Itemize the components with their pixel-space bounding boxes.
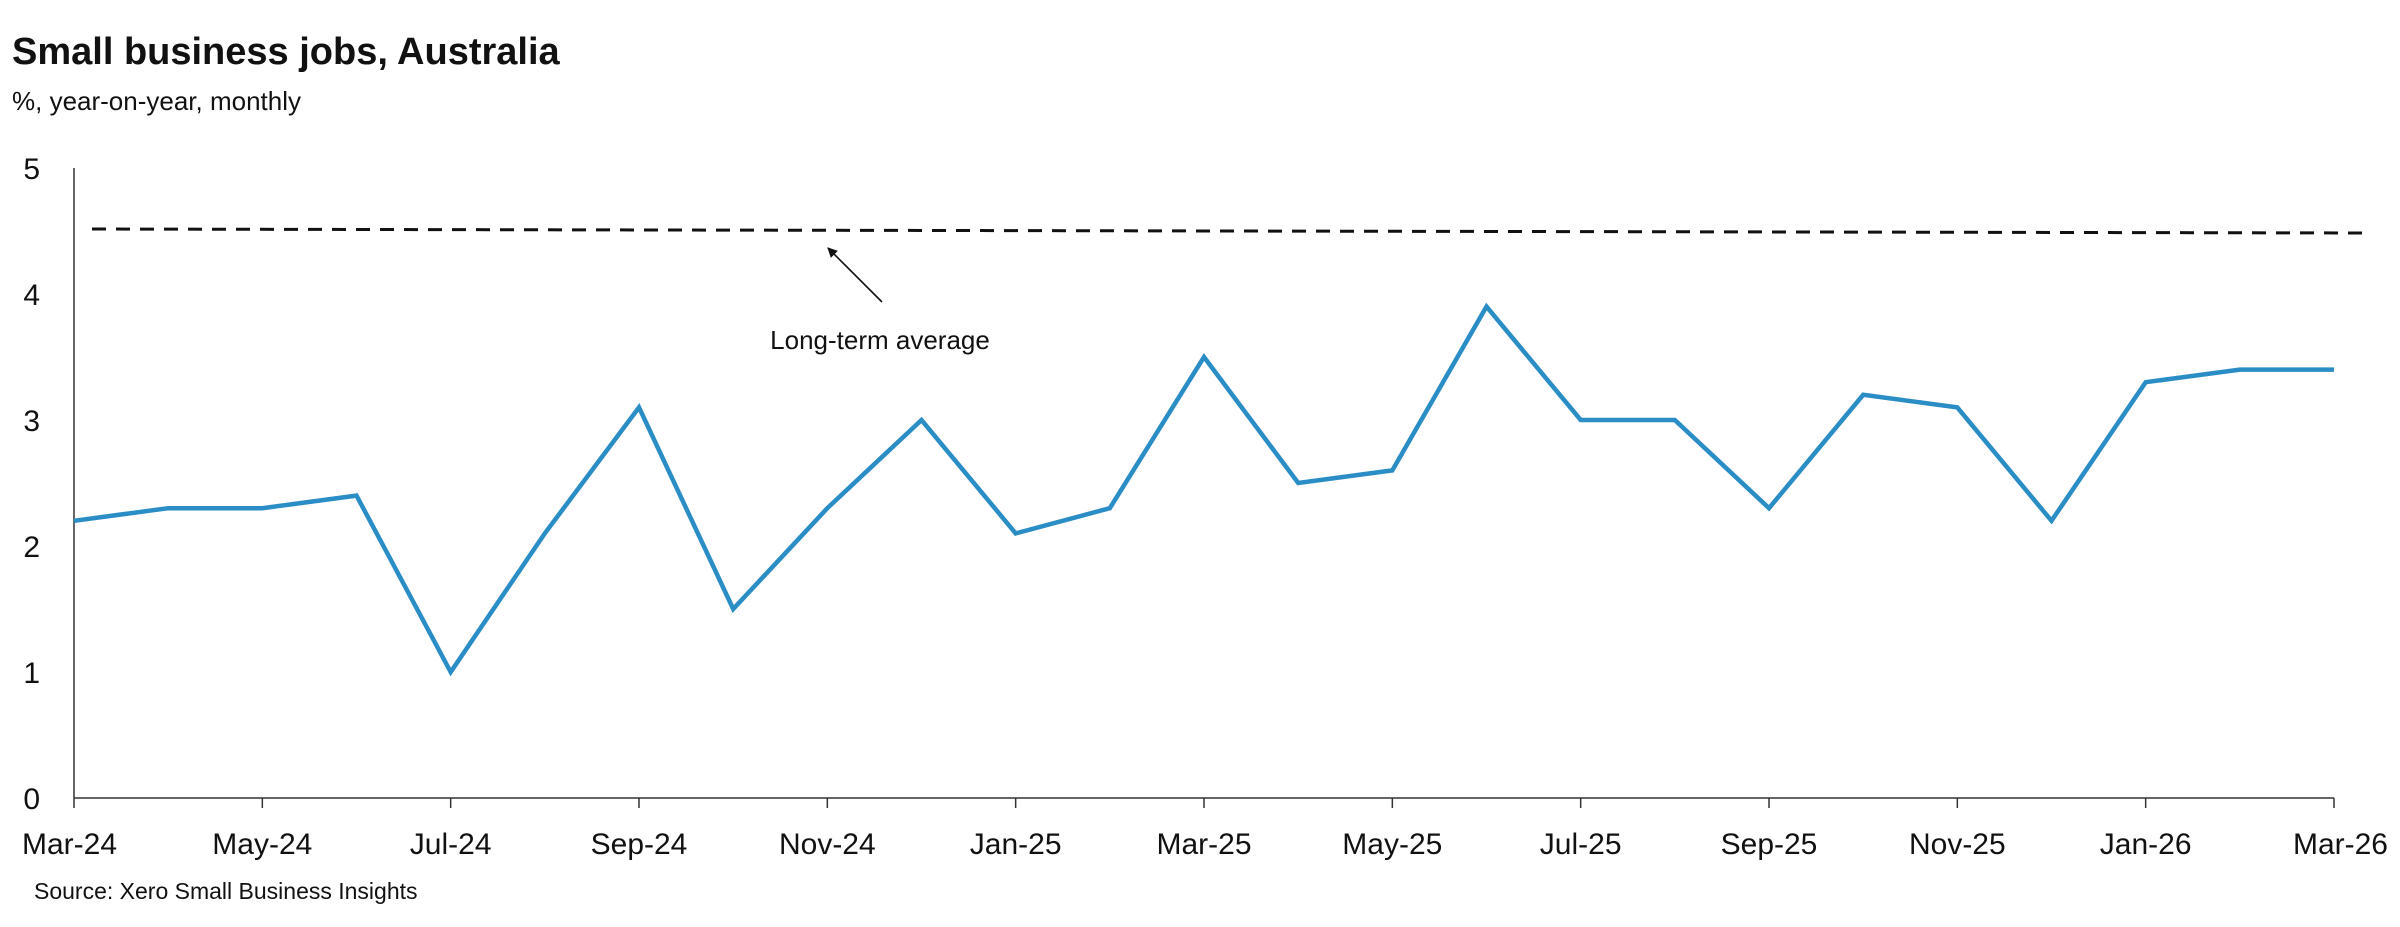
x-tick-label: Sep-24 (591, 828, 688, 861)
y-tick-label: 3 (23, 405, 40, 438)
long-term-average-group (91, 227, 2371, 235)
x-tick-label: Sep-25 (1721, 828, 1818, 861)
x-tick-label: Jul-24 (410, 828, 492, 861)
annotation-arrow (827, 247, 883, 303)
long-term-average-label: Long-term average (770, 325, 990, 355)
y-tick-label: 2 (23, 531, 40, 564)
x-tick-label: May-24 (212, 828, 312, 861)
y-tick-label: 0 (23, 783, 40, 816)
x-tick-label: Jan-25 (970, 828, 1062, 861)
x-axis: Mar-24 May-24 Jul-24 Sep-24 Nov-24 Jan-25 Mar-… (22, 797, 2388, 861)
x-tick-label: Nov-24 (779, 828, 876, 861)
chart-title: Small business jobs, Australia (12, 31, 560, 73)
y-tick-label: 1 (23, 657, 40, 690)
x-tick-label: Mar-26 (2293, 828, 2388, 861)
annotation-group: Long-term average (770, 247, 990, 355)
y-axis: 0 1 2 3 4 5 (23, 153, 75, 816)
series-group (73, 302, 2335, 677)
x-tick-label: Mar-24 (22, 828, 117, 861)
x-tick-label: May-25 (1342, 828, 1442, 861)
y-tick-label: 5 (23, 153, 40, 186)
series-line (73, 302, 2334, 677)
chart-subtitle: %, year-on-year, monthly (12, 86, 302, 116)
x-tick-label: Nov-25 (1909, 828, 2006, 861)
y-tick-label: 4 (23, 279, 40, 312)
long-term-average-line (91, 227, 2371, 235)
x-tick-label: Mar-25 (1156, 828, 1251, 861)
x-tick-label: Jul-25 (1540, 828, 1622, 861)
x-tick-label: Jan-26 (2100, 828, 2192, 861)
source-note: Source: Xero Small Business Insights (34, 878, 418, 904)
